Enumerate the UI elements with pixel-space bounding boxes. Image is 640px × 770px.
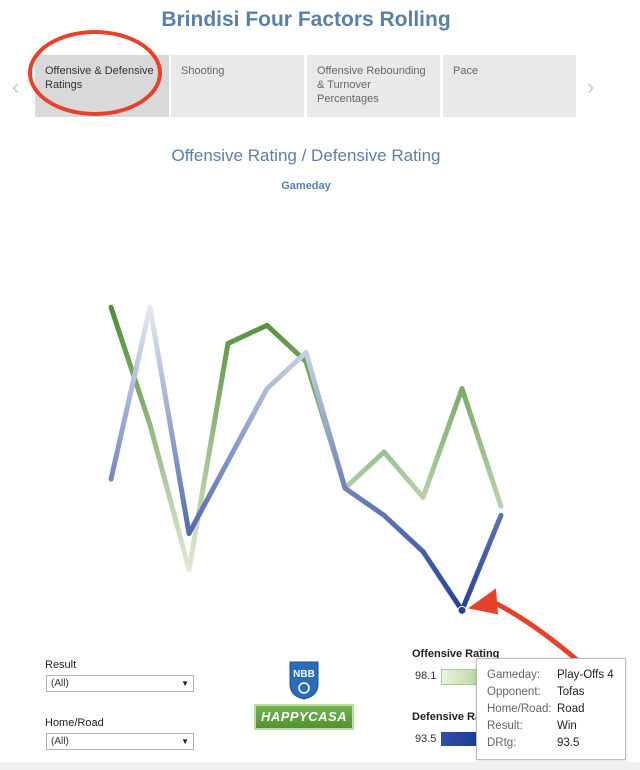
defensive-rating-line-segment[interactable] bbox=[381, 512, 426, 555]
offensive-rating-line-segment[interactable] bbox=[108, 304, 153, 428]
defensive-rating-line-segment[interactable] bbox=[342, 485, 387, 518]
legend-defensive-value: 93.5 bbox=[415, 733, 437, 745]
defensive-rating-line-segment[interactable] bbox=[186, 458, 231, 536]
defensive-rating-line-segment[interactable] bbox=[459, 512, 504, 613]
tooltip-value: 93.5 bbox=[557, 737, 580, 749]
nbb-logo: NBB bbox=[289, 661, 319, 700]
happycasa-logo: HAPPYCASA bbox=[254, 704, 354, 730]
highlight-circle-annotation bbox=[28, 30, 162, 116]
tooltip-key: Opponent: bbox=[487, 686, 541, 698]
nbb-logo-text: NBB bbox=[293, 669, 315, 680]
defensive-rating-line-segment[interactable] bbox=[303, 349, 348, 491]
offensive-rating-line-segment[interactable] bbox=[147, 422, 192, 573]
bottom-scrollbar bbox=[0, 762, 640, 770]
tooltip-value: Play-Offs 4 bbox=[557, 669, 614, 681]
tab-offensive-rebounding-turnover[interactable]: Offensive Rebounding & Turnover Percenta… bbox=[307, 55, 440, 117]
chevron-right-icon[interactable]: › bbox=[587, 74, 595, 99]
offensive-rating-line-segment[interactable] bbox=[420, 386, 465, 500]
legend-defensive-color-bar bbox=[441, 732, 481, 746]
defensive-rating-line-segment[interactable] bbox=[108, 304, 153, 482]
selected-data-point[interactable] bbox=[457, 605, 467, 615]
chevron-left-icon[interactable]: ‹ bbox=[12, 74, 20, 99]
tooltip-row: Result: Win bbox=[487, 718, 615, 735]
result-filter-select[interactable]: (All) ▼ bbox=[46, 675, 194, 692]
data-point-tooltip: Gameday: Play-Offs 4 Opponent: Tofas Home/… bbox=[476, 658, 626, 760]
tooltip-key: Result: bbox=[487, 720, 523, 732]
chart-x-axis-label: Gameday bbox=[281, 180, 331, 192]
result-filter-value: (All) bbox=[51, 678, 69, 689]
result-filter-label: Result bbox=[45, 659, 77, 671]
defensive-rating-line-segment[interactable] bbox=[225, 386, 270, 464]
tooltip-key: Home/Road: bbox=[487, 703, 552, 715]
tooltip-row: Gameday: Play-Offs 4 bbox=[487, 667, 615, 684]
home-road-filter-value: (All) bbox=[51, 736, 69, 747]
tooltip-value: Tofas bbox=[557, 686, 585, 698]
home-road-filter-select[interactable]: (All) ▼ bbox=[46, 733, 194, 750]
tab-label: Offensive Rebounding & Turnover Percenta… bbox=[317, 65, 426, 105]
legend-offensive-title: Offensive Rating bbox=[412, 648, 500, 660]
tooltip-key: DRtg: bbox=[487, 737, 517, 749]
defensive-rating-line-segment[interactable] bbox=[264, 349, 309, 392]
tooltip-value: Road bbox=[557, 703, 585, 715]
home-road-filter-label: Home/Road bbox=[45, 717, 104, 729]
tab-label: Pace bbox=[453, 65, 479, 77]
offensive-rating-line-segment[interactable] bbox=[342, 449, 387, 491]
offensive-rating-line-segment[interactable] bbox=[381, 449, 426, 500]
tooltip-value: Win bbox=[557, 720, 577, 732]
caret-down-icon: ▼ bbox=[181, 679, 189, 688]
offensive-rating-line-segment[interactable] bbox=[225, 322, 270, 346]
tab-label: Shooting bbox=[181, 65, 225, 77]
caret-down-icon: ▼ bbox=[181, 737, 189, 746]
page-title: Brindisi Four Factors Rolling bbox=[161, 8, 451, 31]
defensive-rating-line-segment[interactable] bbox=[420, 549, 465, 613]
offensive-rating-line-segment[interactable] bbox=[459, 386, 504, 509]
tab-pace[interactable]: Pace bbox=[443, 55, 576, 117]
tooltip-row: Home/Road: Road bbox=[487, 701, 615, 718]
tooltip-row: Opponent: Tofas bbox=[487, 684, 615, 701]
legend-offensive-value: 98.1 bbox=[415, 670, 437, 682]
tab-shooting[interactable]: Shooting bbox=[171, 55, 304, 117]
defensive-rating-line-segment[interactable] bbox=[147, 304, 192, 536]
annotation-arrow-head bbox=[468, 588, 498, 615]
annotation-arrow-shaft bbox=[487, 597, 580, 663]
chart-title: Offensive Rating / Defensive Rating bbox=[171, 146, 441, 165]
tooltip-row: DRtg: 93.5 bbox=[487, 735, 615, 752]
tooltip-key: Gameday: bbox=[487, 669, 541, 681]
offensive-rating-line-segment[interactable] bbox=[186, 340, 231, 573]
